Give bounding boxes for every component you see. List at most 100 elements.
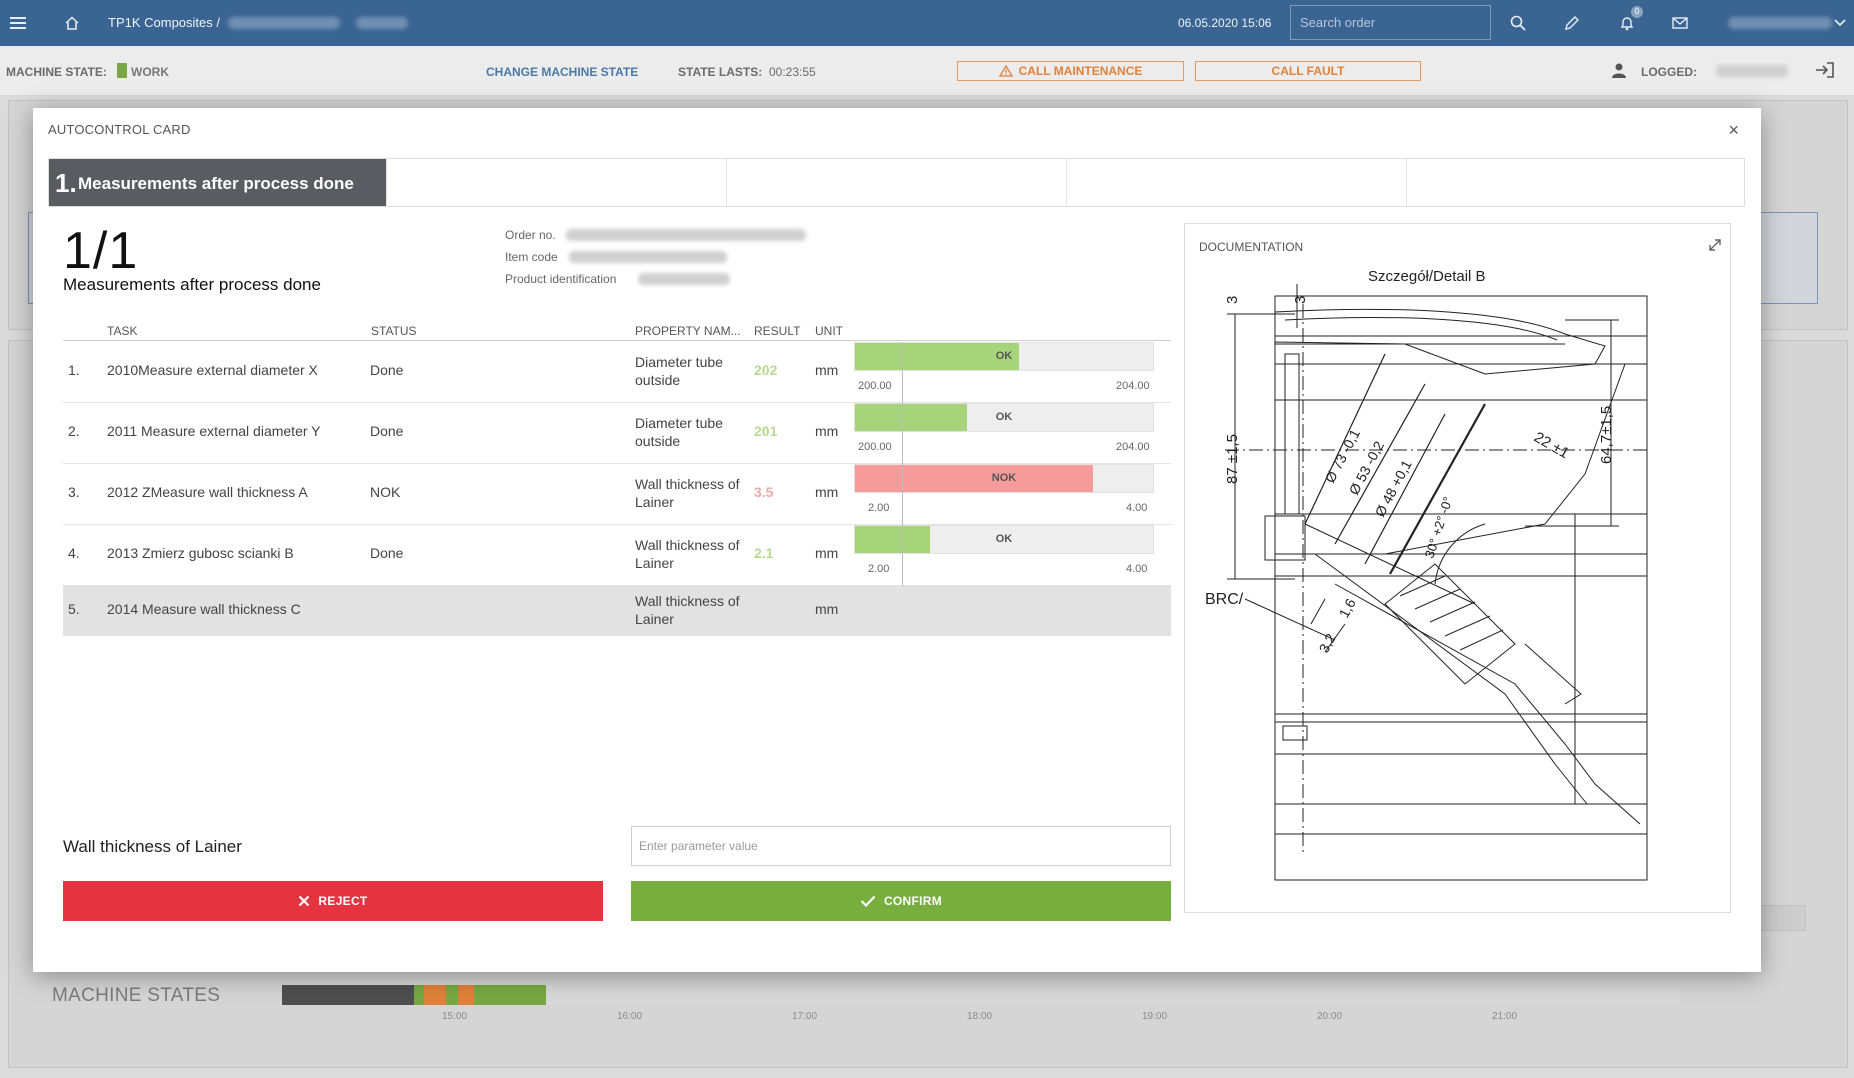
breadcrumb[interactable]: TP1K Composites / — [108, 15, 220, 30]
documentation-panel: DOCUMENTATION — [1184, 223, 1731, 913]
gauge-label: OK — [995, 533, 1013, 545]
timeline-tick: 21:00 — [1492, 1011, 1518, 1022]
step-tab[interactable] — [1407, 159, 1744, 206]
measurements-table-header: TASK STATUS PROPERTY NAM... RESULT UNIT — [63, 321, 1171, 341]
timeline-segment — [424, 985, 446, 1005]
gauge-divider — [902, 342, 903, 586]
row-task: 2012 ZMeasure wall thickness A — [107, 484, 308, 500]
machine-states-title: MACHINE STATES — [52, 985, 221, 1006]
row-task: 2013 Zmierz gubosc scianki B — [107, 545, 294, 561]
column-header-task: TASK — [107, 324, 138, 338]
user-icon — [1611, 62, 1627, 83]
gauge-max: 4.00 — [1126, 502, 1148, 514]
row-task: 2010Measure external diameter X — [107, 362, 318, 378]
breadcrumb-redacted — [228, 17, 340, 29]
top-bar: TP1K Composites / 06.05.2020 15:06 0 — [0, 0, 1854, 46]
logged-label: LOGGED: — [1641, 65, 1697, 79]
step-tab-active[interactable]: 1. Measurements after process done — [49, 159, 387, 206]
timeline-segment — [282, 985, 414, 1005]
row-unit: mm — [815, 362, 839, 378]
confirm-button[interactable]: CONFIRM — [631, 881, 1171, 921]
call-fault-label: CALL FAULT — [1271, 64, 1345, 78]
timeline-segment — [414, 985, 424, 1005]
machine-state-value: WORK — [131, 65, 169, 79]
search-icon[interactable] — [1508, 13, 1528, 33]
tolerance-gauge: OK — [854, 525, 1154, 554]
step-tabs: 1. Measurements after process done — [48, 158, 1745, 207]
logout-icon[interactable] — [1815, 61, 1835, 84]
timeline-tick: 15:00 — [442, 1011, 468, 1022]
confirm-label: CONFIRM — [883, 894, 943, 908]
table-row[interactable]: 2. 2011 Measure external diameter Y Done… — [63, 403, 1171, 464]
gauge-fill — [855, 343, 1019, 370]
hamburger-icon[interactable] — [8, 13, 28, 33]
close-icon[interactable]: × — [1728, 120, 1739, 140]
row-task: 2014 Measure wall thickness C — [107, 601, 301, 617]
timeline-tick: 18:00 — [967, 1011, 993, 1022]
bell-icon[interactable] — [1617, 13, 1637, 33]
detail-reference-label: BRC/ — [1205, 591, 1244, 608]
row-unit: mm — [815, 545, 839, 561]
gauge-min: 200.00 — [858, 441, 892, 453]
step-tab[interactable] — [1067, 159, 1407, 206]
row-result: 3.5 — [754, 484, 774, 500]
row-result: 202 — [754, 362, 778, 378]
product-id-redacted — [638, 273, 730, 285]
row-index: 4. — [68, 545, 80, 561]
step-tab[interactable] — [727, 159, 1067, 206]
product-id-label: Product identification — [505, 272, 617, 286]
gauge-min: 2.00 — [868, 563, 890, 575]
item-code-redacted — [569, 251, 727, 263]
timeline-tick: 20:00 — [1317, 1011, 1343, 1022]
chevron-down-icon[interactable] — [1830, 13, 1850, 33]
autocontrol-card-modal: AUTOCONTROL CARD × 1. Measurements after… — [33, 108, 1761, 972]
table-row-selected[interactable]: 5. 2014 Measure wall thickness C Wall th… — [63, 586, 1171, 636]
gauge-min: 200.00 — [858, 380, 892, 392]
dimension-label: 3 — [1224, 296, 1241, 304]
table-row[interactable]: 3. 2012 ZMeasure wall thickness A NOK Wa… — [63, 464, 1171, 525]
datetime: 06.05.2020 15:06 — [1178, 16, 1272, 30]
order-no-redacted — [566, 229, 806, 241]
mail-icon[interactable] — [1670, 13, 1690, 33]
gauge-max: 4.00 — [1126, 563, 1148, 575]
drawing-frame — [1274, 295, 1648, 881]
call-maintenance-button[interactable]: CALL MAINTENANCE — [957, 61, 1184, 81]
row-status: Done — [370, 423, 404, 439]
notification-count-badge: 0 — [1631, 6, 1643, 18]
gauge-max: 204.00 — [1116, 380, 1150, 392]
home-icon[interactable] — [62, 13, 82, 33]
logged-user-redacted — [1716, 65, 1788, 77]
call-fault-button[interactable]: CALL FAULT — [1195, 61, 1421, 81]
gauge-fill — [855, 526, 930, 553]
pencil-icon[interactable] — [1562, 13, 1582, 33]
row-property: Wall thickness of Lainer — [635, 537, 740, 571]
table-row[interactable]: 4. 2013 Zmierz gubosc scianki B Done Wal… — [63, 525, 1171, 586]
gauge-max: 204.00 — [1116, 441, 1150, 453]
search-input[interactable] — [1290, 5, 1491, 40]
modal-title: AUTOCONTROL CARD — [48, 122, 191, 137]
user-name-redacted — [1728, 17, 1832, 29]
row-result: 2.1 — [754, 545, 774, 561]
reject-button[interactable]: REJECT — [63, 881, 603, 921]
parameter-value-input[interactable] — [631, 826, 1171, 866]
measurement-subtitle: Measurements after process done — [63, 275, 321, 294]
order-no-label: Order no. — [505, 228, 556, 242]
checkmark-icon — [860, 895, 876, 907]
step-number: 1. — [55, 168, 77, 198]
timeline-tick: 19:00 — [1142, 1011, 1168, 1022]
technical-drawing: Szczegół/Detail B 3 3 87 ±1,5 64,7±1,5 2… — [1205, 268, 1648, 881]
dimension-label: 3,2 — [1316, 631, 1339, 656]
machine-state-color-chip — [117, 63, 127, 78]
row-unit: mm — [815, 601, 839, 617]
machine-state-bar: MACHINE STATE: WORK CHANGE MACHINE STATE… — [0, 46, 1854, 96]
step-tab[interactable] — [387, 159, 727, 206]
tolerance-gauge: NOK — [854, 464, 1154, 493]
row-status: Done — [370, 545, 404, 561]
tolerance-gauge: OK — [854, 342, 1154, 371]
table-row[interactable]: 1. 2010Measure external diameter X Done … — [63, 342, 1171, 403]
row-status: NOK — [370, 484, 401, 500]
change-machine-state-link[interactable]: CHANGE MACHINE STATE — [486, 65, 639, 79]
background-field — [1760, 905, 1806, 931]
row-property: Diameter tube outside — [635, 415, 723, 449]
machine-states-timeline — [282, 985, 1680, 1005]
